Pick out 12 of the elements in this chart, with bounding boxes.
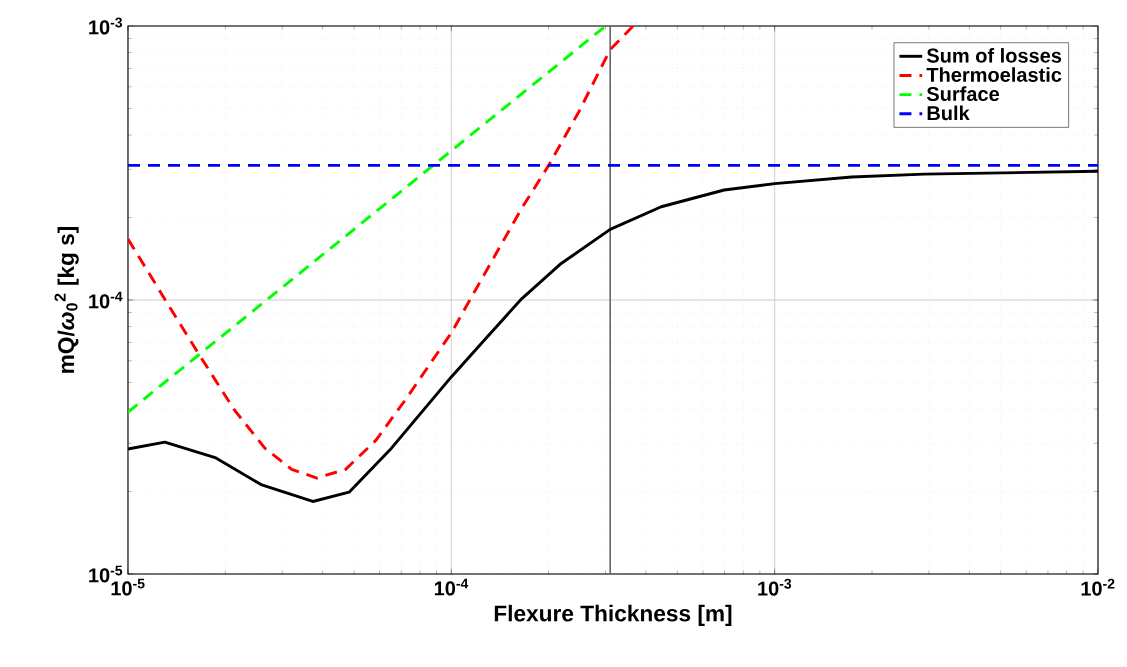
y-tick-label: 10$^{-4}$ [89,291,123,309]
legend-label: Thermoelastic [926,67,1062,82]
x-tick-label: 10$^{-3}$ [758,578,792,596]
y-tick-label: 10$^{-3}$ [89,17,123,35]
x-tick-label: 10$^{-4}$ [434,578,469,596]
y-axis-title: mQ/ω$_{0}$$^{2}$ [kg s] [54,226,79,373]
x-axis-title: Flexure Thickness [m] [494,604,732,626]
x-tick-label: 10$^{-5}$ [111,578,145,596]
legend-label: Sum of losses [926,48,1062,63]
legend-label: Bulk [927,105,970,121]
legend-label: Surface [926,86,1000,102]
x-tick-label: 10$^{-2}$ [1081,578,1115,596]
